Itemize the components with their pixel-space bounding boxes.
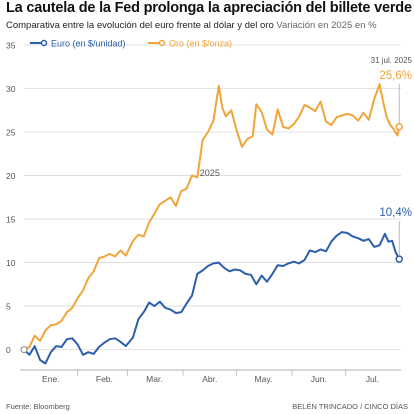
year-label: 2025 [200, 168, 220, 178]
subtitle-text: Comparativa entre la evolución del euro … [6, 20, 274, 31]
x-tick-label: Ene. [42, 374, 60, 384]
y-tick-label: 25 [6, 128, 16, 138]
x-tick-label: Feb. [96, 374, 113, 384]
author-credit: BELÉN TRINCADO / CINCO DÍAS [292, 402, 408, 411]
legend-marker [158, 39, 166, 47]
x-tick-label: Jun. [311, 374, 327, 384]
euro-series-line [23, 231, 401, 365]
y-tick-label: 5 [6, 302, 11, 312]
x-tick-label: Mar. [146, 374, 163, 384]
start-point [20, 346, 28, 354]
gold-series-line [23, 83, 401, 351]
y-tick-label: 0 [6, 345, 11, 355]
chart-labels: 2025 10,4% 25,6% 31 jul. 2025 [200, 56, 413, 256]
legend: Euro (en $/unidad) Oro (en $/onza) [30, 39, 232, 49]
gold-end-label: 25,6% [379, 70, 412, 82]
source-note: Fuente: Bloomberg [6, 402, 70, 411]
chart-title: La cautela de la Fed prolonga la aprecia… [6, 0, 412, 16]
subtitle-note: Variación en 2025 en % [276, 20, 377, 31]
gridlines [24, 44, 401, 350]
end-date-label: 31 jul. 2025 [371, 56, 413, 65]
chart-subtitle: Comparativa entre la evolución del euro … [6, 20, 377, 31]
y-tick-label: 35 [6, 41, 16, 51]
x-tick-label: Abr. [202, 374, 217, 384]
euro-end-label: 10,4% [379, 207, 412, 219]
y-tick-label: 15 [6, 215, 16, 225]
y-tick-label: 30 [6, 84, 16, 94]
gold-end-point [395, 123, 403, 131]
y-tick-label: 10 [6, 258, 16, 268]
x-tick-label: Jul. [366, 374, 379, 384]
euro-end-point [395, 255, 403, 263]
y-tick-label: 20 [6, 171, 16, 181]
x-tick-label: May. [255, 374, 273, 384]
legend-label: Euro (en $/unidad) [51, 39, 126, 49]
legend-label: Oro (en $/onza) [169, 39, 232, 49]
legend-marker [40, 39, 48, 47]
series-lines [20, 83, 403, 365]
